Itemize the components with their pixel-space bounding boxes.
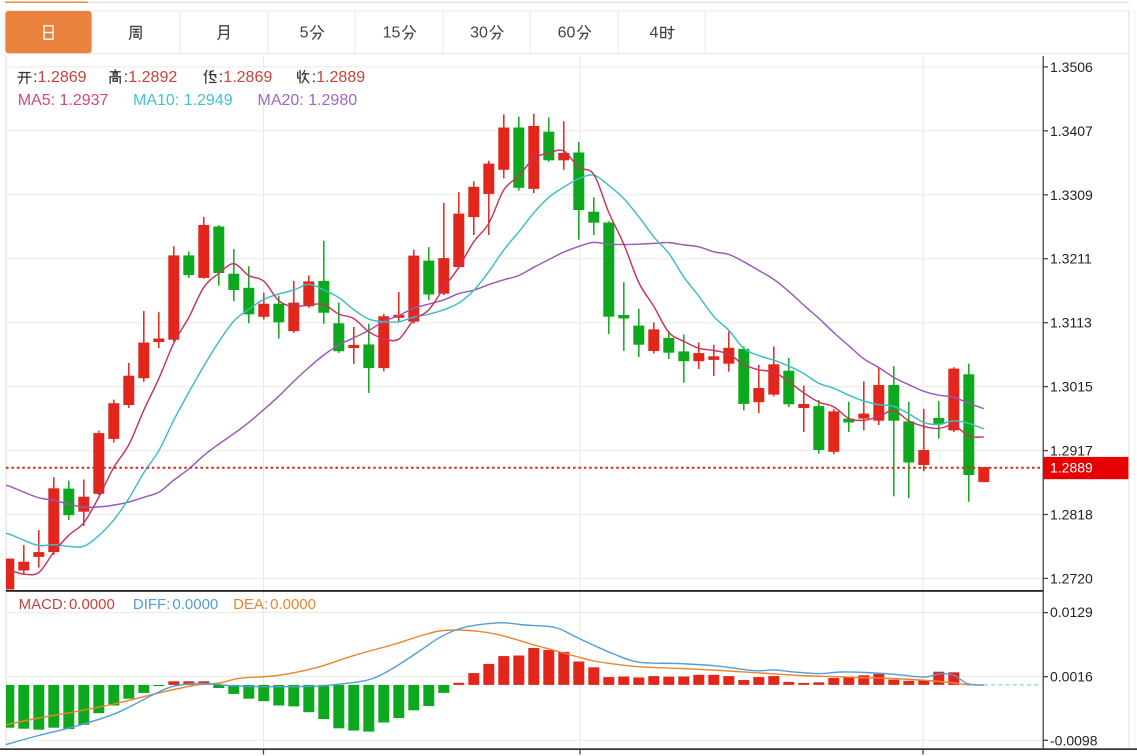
svg-text:1.2889: 1.2889 <box>1050 460 1093 476</box>
svg-text:1.3407: 1.3407 <box>1050 123 1093 139</box>
svg-text:1.3506: 1.3506 <box>1050 59 1093 75</box>
svg-text:1.2889: 1.2889 <box>316 69 365 86</box>
svg-text:1.2720: 1.2720 <box>1050 570 1093 586</box>
svg-text:MA10: 1.2949: MA10: 1.2949 <box>133 92 233 109</box>
svg-text:0.0129: 0.0129 <box>1050 604 1093 620</box>
svg-text:1.2869: 1.2869 <box>223 69 272 86</box>
svg-text:MA5: 1.2937: MA5: 1.2937 <box>18 92 109 109</box>
svg-text:30: 30 <box>470 25 488 42</box>
svg-text:1.3211: 1.3211 <box>1050 251 1092 267</box>
svg-text:5: 5 <box>300 25 309 42</box>
svg-text:DIFF:0.0000: DIFF: 0.0000 <box>133 596 218 613</box>
svg-text:-0.0098: -0.0098 <box>1050 732 1098 748</box>
svg-text:15: 15 <box>383 25 401 42</box>
svg-text:DEA:0.0000: DEA: 0.0000 <box>233 596 316 613</box>
svg-text:4: 4 <box>650 25 659 42</box>
svg-text:1.2869: 1.2869 <box>38 69 87 86</box>
svg-text:1.3113: 1.3113 <box>1050 315 1092 331</box>
svg-text:1.3309: 1.3309 <box>1050 187 1093 203</box>
svg-text::: : <box>33 69 37 86</box>
svg-text:1.3015: 1.3015 <box>1050 379 1093 395</box>
svg-text:MA20: 1.2980: MA20: 1.2980 <box>258 92 358 109</box>
svg-text:MACD:0.0000: MACD: 0.0000 <box>19 596 115 613</box>
svg-text:1.2917: 1.2917 <box>1050 443 1093 459</box>
svg-text::: : <box>312 69 316 86</box>
svg-text:1.2892: 1.2892 <box>128 69 177 86</box>
svg-text:1.2818: 1.2818 <box>1050 507 1093 523</box>
svg-text:0.0016: 0.0016 <box>1050 669 1093 685</box>
svg-text:60: 60 <box>558 25 576 42</box>
svg-text::: : <box>219 69 223 86</box>
svg-text::: : <box>124 69 128 86</box>
